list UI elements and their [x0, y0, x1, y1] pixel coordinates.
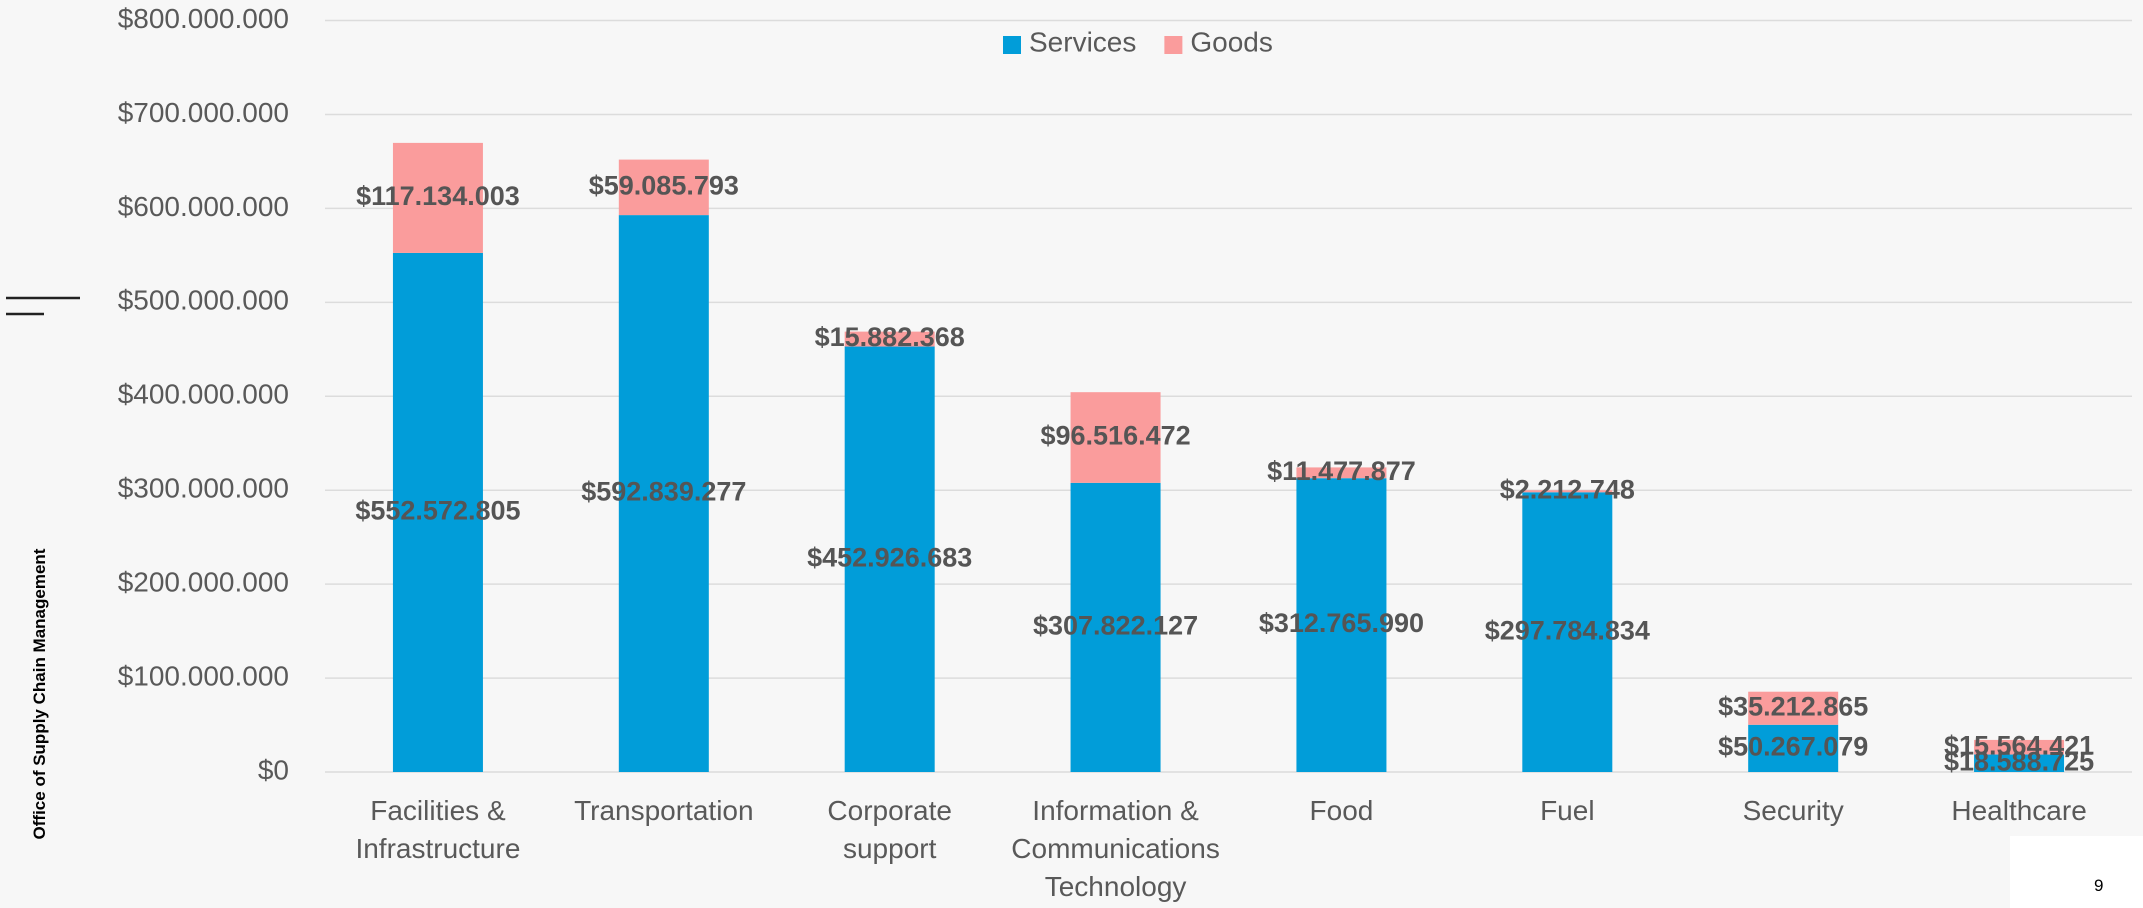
x-tick-label: Healthcare	[1951, 795, 2087, 826]
data-label: $592.839.277	[581, 477, 746, 507]
legend-swatch	[1003, 36, 1021, 54]
data-label: $2.212.748	[1500, 474, 1635, 504]
bar-segment	[844, 331, 935, 347]
data-label: $96.516.472	[1040, 421, 1190, 451]
x-tick-label: Security	[1742, 795, 1844, 826]
bar-segment	[1974, 739, 2065, 755]
bar-segment	[1974, 754, 2065, 772]
x-tick-label: Corporate support	[827, 795, 952, 864]
y-tick-label: $100.000.000	[118, 660, 289, 691]
data-label: $35.212.865	[1718, 691, 1868, 721]
data-label: $312.765.990	[1259, 608, 1424, 638]
data-label: $552.572.805	[355, 496, 520, 526]
bar-segment	[1748, 724, 1839, 772]
data-label: $15.564.421	[1944, 730, 2094, 760]
y-tick-label: $700.000.000	[118, 97, 289, 128]
y-tick-label: $200.000.000	[118, 567, 289, 598]
bar-segment	[1070, 392, 1161, 483]
bar-segment	[1522, 490, 1613, 493]
y-tick-label: $600.000.000	[118, 191, 289, 222]
x-tick-label: Fuel	[1540, 795, 1595, 826]
data-label: $452.926.683	[807, 542, 972, 572]
bar-segment	[1296, 467, 1387, 479]
x-tick-label: Transportation	[574, 795, 754, 826]
x-tick-label: Information & Communications Technology	[1011, 795, 1220, 902]
legend-label: Goods	[1190, 26, 1273, 57]
y-tick-label: $300.000.000	[118, 473, 289, 504]
data-label: $18.588.725	[1944, 746, 2094, 776]
bar-segment	[1296, 478, 1387, 772]
bar-segment	[392, 142, 483, 253]
y-tick-label: $400.000.000	[118, 379, 289, 410]
data-label: $307.822.127	[1033, 611, 1198, 641]
x-tick-label: Food	[1309, 795, 1374, 826]
bar-segment	[1748, 691, 1839, 725]
bar-segment	[618, 215, 709, 772]
y-tick-label: $800.000.000	[118, 3, 289, 34]
data-label: $297.784.834	[1485, 615, 1650, 645]
data-label: $15.882.368	[815, 322, 965, 352]
x-tick-label: Facilities & Infrastructure	[355, 795, 521, 864]
y-tick-label: $500.000.000	[118, 285, 289, 316]
bar-segment	[1070, 482, 1161, 772]
side-label: Office of Supply Chain Management	[30, 548, 49, 840]
data-label: $11.477.877	[1267, 456, 1416, 486]
bar-segment	[392, 252, 483, 772]
page-number: 9	[2094, 876, 2104, 895]
bar-segment	[618, 159, 709, 216]
bar-segment	[1522, 492, 1613, 772]
data-label: $117.134.003	[356, 181, 520, 211]
legend-swatch	[1164, 36, 1183, 54]
page-number-box	[2010, 836, 2143, 908]
y-tick-label: $0	[258, 754, 289, 785]
data-label: $59.085.793	[589, 170, 739, 200]
legend-label: Services	[1029, 26, 1136, 57]
data-label: $50.267.079	[1718, 732, 1868, 762]
bar-segment	[844, 346, 935, 772]
